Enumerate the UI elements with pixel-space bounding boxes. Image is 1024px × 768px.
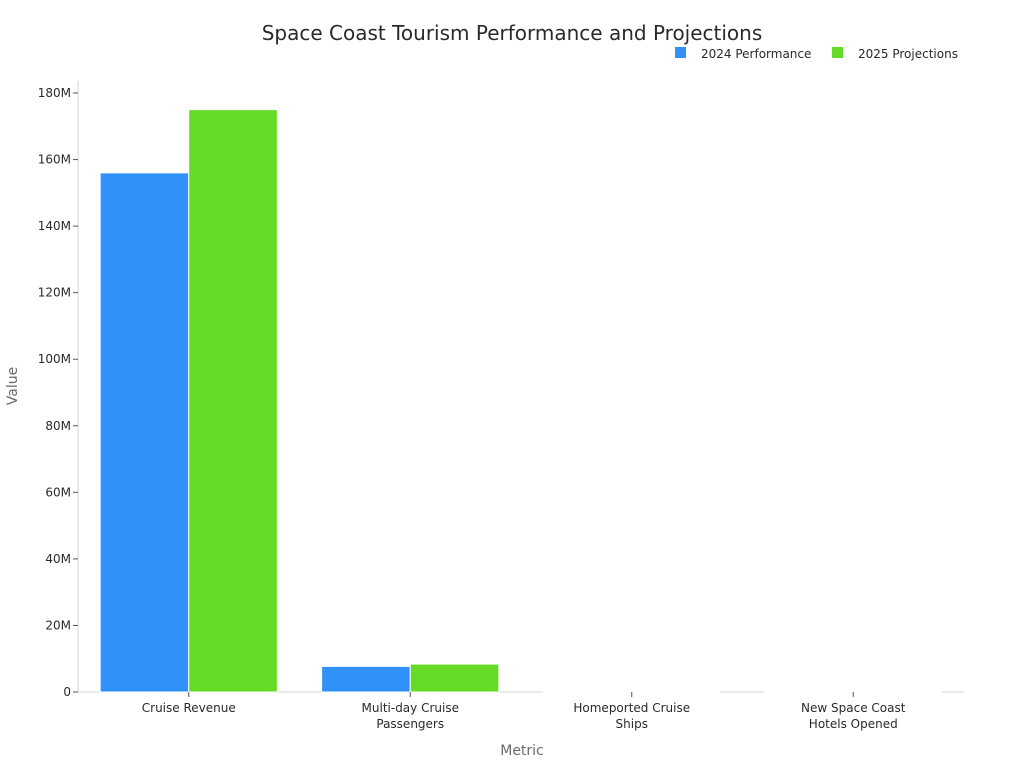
- y-axis-ticks: 0 20M 40M 60M 80M 100M 120M 140M 160M 180M: [38, 86, 78, 699]
- x-tick-label-homeported-cruise-ships: Homeported Cruise Ships: [573, 701, 690, 731]
- x-axis-title: Metric: [500, 743, 544, 759]
- y-axis-title: Value: [5, 367, 21, 405]
- y-tick-label: 60M: [45, 485, 71, 499]
- y-tick-label: 100M: [38, 352, 71, 366]
- x-tick-label-cruise-revenue: Cruise Revenue: [142, 701, 236, 715]
- legend-label-2024-performance: 2024 Performance: [701, 47, 811, 61]
- y-tick-label: 80M: [45, 419, 71, 433]
- legend: 2024 Performance 2025 Projections: [675, 47, 958, 61]
- bar-2025-projections-cruise-revenue: [188, 109, 278, 693]
- y-tick-label: 120M: [38, 286, 71, 300]
- bars: [99, 109, 943, 693]
- legend-swatch-2024-performance: [675, 47, 686, 58]
- x-tick-label-multi-day-cruise-passengers: Multi-day Cruise Passengers: [362, 701, 459, 731]
- bar-2024-performance-cruise-revenue: [99, 172, 190, 693]
- y-tick-label: 40M: [45, 552, 71, 566]
- y-tick-label: 0: [63, 685, 71, 699]
- legend-label-2025-projections: 2025 Projections: [858, 47, 958, 61]
- chart-title: Space Coast Tourism Performance and Proj…: [262, 21, 763, 45]
- x-axis-ticks: Cruise Revenue Multi-day Cruise Passengers…: [142, 692, 906, 731]
- legend-swatch-2025-projections: [832, 47, 843, 58]
- bar-2024-performance-multi-day-cruise-passengers: [321, 665, 411, 693]
- y-tick-label: 140M: [38, 219, 71, 233]
- y-tick-label: 180M: [38, 86, 71, 100]
- x-tick-label-new-space-coast-hotels-opened: New Space Coast Hotels Opened: [801, 701, 906, 731]
- bar-2025-projections-multi-day-cruise-passengers: [409, 663, 500, 693]
- y-tick-label: 20M: [45, 618, 71, 632]
- y-tick-label: 160M: [38, 153, 71, 167]
